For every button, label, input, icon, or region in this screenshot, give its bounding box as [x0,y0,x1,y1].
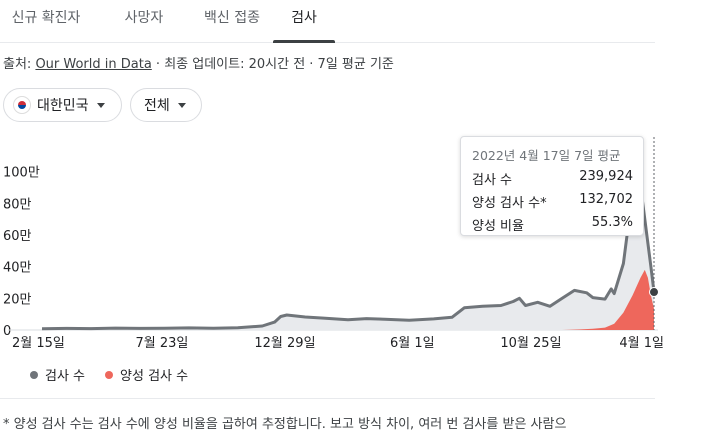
footnote: * 양성 검사 수는 검사 수에 양성 비율을 곱하여 추정합니다. 보고 방식… [3,417,567,432]
hover-point [649,287,659,298]
source-link[interactable]: Our World in Data [35,57,152,72]
divider [0,398,655,399]
scope-label: 전체 [144,98,170,114]
y-tick-label: 80만 [3,197,32,212]
tooltip-row-tests: 검사 수 239,924 [472,169,633,188]
tooltip-label: 양성 비율 [472,219,524,234]
tab-label: 검사 [291,10,317,26]
tooltip-label: 양성 검사 수* [472,196,547,211]
source-prefix: 출처: [3,57,36,72]
x-axis-labels: 2월 15일 7월 23일 12월 29일 6월 1일 10월 25일 4월 1일 [12,336,664,351]
legend-swatch-positive [105,370,114,379]
tests-area [42,171,654,330]
legend-label-tests: 검사 수 [45,369,86,384]
tab-bar: 신규 확진자 사망자 백신 접종 검사 [0,0,655,43]
tab-deaths[interactable]: 사망자 [107,0,181,42]
x-tick-label: 2월 15일 [12,336,65,351]
legend-label-positive: 양성 검사 수 [120,369,189,384]
x-tick-label: 4월 1일 [619,336,664,351]
source-line: 출처: Our World in Data · 최종 업데이트: 20시간 전 … [3,53,394,72]
x-tick-label: 7월 23일 [136,336,189,351]
tab-label: 백신 접종 [204,10,260,26]
tab-new-cases[interactable]: 신규 확진자 [0,0,92,42]
x-tick-label: 6월 1일 [390,336,435,351]
tab-tests[interactable]: 검사 [273,0,335,43]
tooltip-title: 2022년 4월 17일 7일 평균 [472,148,621,163]
scope-dropdown[interactable]: 전체 [130,88,202,122]
y-tick-label: 0 [3,324,11,339]
tooltip-row-rate: 양성 비율 55.3% [472,215,633,234]
x-tick-label: 12월 29일 [254,336,315,351]
chevron-down-icon [177,102,186,108]
tests-line [41,170,656,331]
x-tick-label: 10월 25일 [500,336,561,351]
tests-chart[interactable]: 0 20만 40만 60만 80만 100만 2월 15일 7월 23일 12월 29일 6월 … [0,130,704,360]
chart-tooltip: 2022년 4월 17일 7일 평균 검사 수 239,924 양성 검사 수* 1… [460,136,644,236]
y-tick-label: 20만 [3,292,32,307]
region-dropdown[interactable]: 대한민국 [3,88,122,122]
chevron-down-icon [96,102,105,108]
y-tick-label: 60만 [3,229,32,244]
korea-flag-icon [13,96,31,114]
tab-vaccinations[interactable]: 백신 접종 [190,0,274,42]
chart-legend: 검사 수 양성 검사 수 [30,365,188,384]
source-suffix: · 최종 업데이트: 20시간 전 · 7일 평균 기준 [151,57,394,72]
tooltip-value: 55.3% [591,215,633,230]
y-axis-labels: 0 20만 40만 60만 80만 100만 [3,166,40,339]
tooltip-value: 132,702 [579,192,633,207]
y-tick-label: 40만 [3,261,32,276]
tooltip-label: 검사 수 [472,173,513,188]
legend-swatch-tests [30,370,38,379]
active-tab-indicator [273,40,335,43]
tab-label: 신규 확진자 [11,10,81,26]
y-tick-label: 100만 [3,166,40,181]
tooltip-row-positive: 양성 검사 수* 132,702 [472,192,633,211]
tooltip-value: 239,924 [579,169,633,184]
region-label: 대한민국 [37,98,89,114]
tab-label: 사망자 [124,10,164,26]
